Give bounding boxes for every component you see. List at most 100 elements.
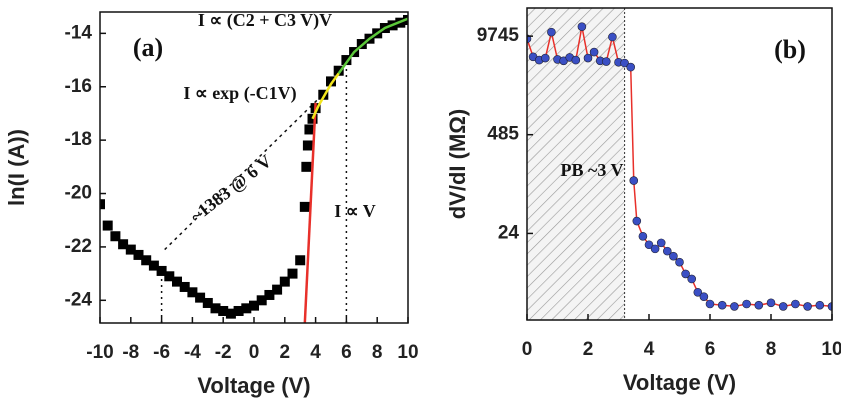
data-point: [766, 298, 776, 308]
data-point: [118, 239, 129, 250]
axes-frame: [526, 7, 833, 321]
x-tick-label: 0: [522, 339, 533, 360]
data-point: [656, 238, 666, 248]
data-point: [172, 276, 182, 287]
data-point: [318, 89, 329, 100]
data-point: [295, 255, 306, 266]
data-point: [730, 302, 739, 311]
data-point: [299, 201, 310, 212]
y-axis-title: dV/dI (MΩ): [445, 109, 470, 220]
data-point: [583, 53, 593, 63]
data-point: [827, 302, 832, 311]
x-tick-label: -6: [153, 342, 170, 363]
x-tick-label: 4: [310, 342, 321, 363]
x-tick-label: 4: [644, 339, 655, 360]
annotation: I ∝ (C2 + C3 V)V: [198, 10, 332, 31]
y-tick-label: -16: [65, 76, 92, 97]
data-point: [644, 240, 654, 250]
data-point: [620, 58, 629, 68]
x-axis-title: Voltage (V): [197, 373, 310, 398]
data-point: [326, 76, 336, 87]
data-point: [218, 305, 229, 316]
data-point: [100, 199, 105, 210]
y-tick-label: -18: [65, 129, 92, 150]
data-point: [179, 281, 190, 292]
data-point: [571, 55, 581, 65]
data-point: [669, 251, 678, 261]
x-tick-label: -4: [184, 342, 201, 363]
data-point: [803, 302, 812, 311]
data-point: [754, 300, 764, 310]
data-point: [187, 287, 198, 298]
fit-line: [303, 102, 317, 323]
fit-line: [337, 17, 408, 75]
data-point: [687, 274, 697, 284]
data-point: [681, 269, 690, 279]
data-point: [233, 305, 244, 316]
annotation: I ∝ V: [334, 201, 376, 221]
data-point: [304, 124, 315, 135]
data-point: [717, 300, 727, 310]
data-point: [650, 244, 660, 254]
data-point: [225, 308, 236, 319]
data-point: [287, 268, 298, 279]
annotation: (b): [774, 35, 806, 64]
x-tick-label: 2: [583, 339, 594, 360]
data-point: [705, 299, 715, 309]
data-point: [249, 300, 259, 311]
x-tick-label: -2: [215, 342, 232, 363]
data-point: [626, 62, 636, 72]
data-point: [279, 276, 290, 287]
data-point: [577, 22, 587, 31]
x-tick-label: 2: [280, 342, 291, 363]
x-tick-label: 0: [249, 342, 260, 363]
plot-area: [100, 15, 408, 323]
data-point: [638, 231, 648, 241]
data-point: [164, 271, 175, 282]
data-point: [102, 220, 113, 231]
annotation: (a): [133, 33, 163, 62]
x-tick-label: 6: [341, 342, 352, 363]
annotation: ~1383 @ 6 V: [186, 151, 275, 227]
data-point: [156, 265, 167, 276]
y-tick-label: -14: [65, 22, 93, 43]
data-point: [589, 47, 599, 57]
data-point: [241, 303, 252, 314]
y-tick-label: -20: [65, 183, 92, 204]
y-axis-title: ln(I (A)): [4, 129, 29, 206]
data-point: [608, 32, 617, 42]
data-point: [693, 287, 703, 297]
data-point: [210, 303, 221, 314]
data-point: [815, 300, 825, 310]
data-point: [547, 27, 556, 37]
data-point: [141, 255, 152, 266]
data-point: [540, 53, 550, 63]
x-tick-label: 8: [372, 342, 383, 363]
data-point: [601, 57, 611, 66]
data-point: [125, 244, 136, 255]
y-tick-label: -24: [65, 289, 93, 310]
y-tick-label: 24: [498, 222, 520, 243]
data-point: [791, 299, 800, 309]
plot-area: [527, 8, 832, 320]
annotation: I ∝ exp (-C1V): [183, 83, 296, 104]
data-point: [675, 257, 684, 267]
data-point: [301, 161, 312, 172]
y-tick-label: -22: [65, 236, 92, 257]
data-point: [202, 297, 213, 308]
fit-line: [311, 72, 340, 120]
data-point: [195, 292, 206, 303]
data-point: [632, 216, 642, 226]
data-point: [341, 55, 352, 66]
y-tick-label: 485: [487, 124, 519, 145]
data-point: [333, 65, 344, 76]
data-point: [662, 246, 672, 256]
y-tick-label: 9745: [477, 25, 520, 46]
x-axis-title: Voltage (V): [623, 370, 736, 395]
data-point: [778, 302, 788, 311]
data-point: [302, 140, 313, 151]
x-tick-label: 10: [821, 339, 841, 360]
data-point: [264, 289, 275, 300]
x-tick-label: 8: [766, 339, 777, 360]
